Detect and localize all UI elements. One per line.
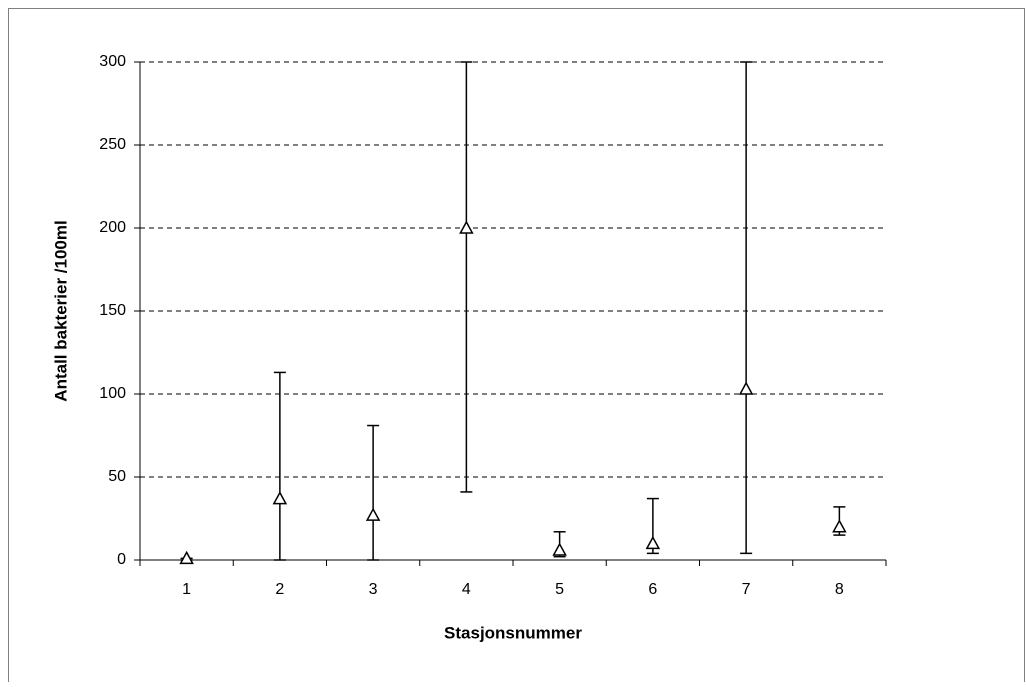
y-tick-label: 100 xyxy=(99,385,126,402)
y-tick-label: 150 xyxy=(99,302,126,319)
mean-marker xyxy=(459,220,474,234)
chart-frame xyxy=(8,8,1025,687)
y-tick-label: 300 xyxy=(99,53,126,70)
x-tick-label: 8 xyxy=(835,581,844,598)
mean-marker xyxy=(272,491,288,505)
x-tick-label: 3 xyxy=(369,581,378,598)
x-tick-label: 6 xyxy=(648,581,657,598)
x-tick-label: 2 xyxy=(275,581,284,598)
x-tick-label: 4 xyxy=(462,581,471,598)
x-tick-label: 1 xyxy=(182,581,191,598)
mean-marker xyxy=(365,507,381,521)
y-tick-label: 0 xyxy=(117,551,126,568)
mean-marker xyxy=(645,535,661,550)
x-axis-title: Stasjonsnummer xyxy=(444,623,582,642)
x-tick-label: 5 xyxy=(555,581,564,598)
mean-marker xyxy=(179,550,194,565)
y-tick-label: 250 xyxy=(99,136,126,153)
y-tick-label: 50 xyxy=(108,468,126,485)
mean-marker xyxy=(738,381,754,395)
x-tick-label: 7 xyxy=(742,581,751,598)
y-tick-label: 200 xyxy=(99,219,126,236)
mean-marker xyxy=(832,519,847,533)
mean-marker xyxy=(552,542,567,556)
y-axis-title: Antall bakterier /100ml xyxy=(51,220,70,401)
